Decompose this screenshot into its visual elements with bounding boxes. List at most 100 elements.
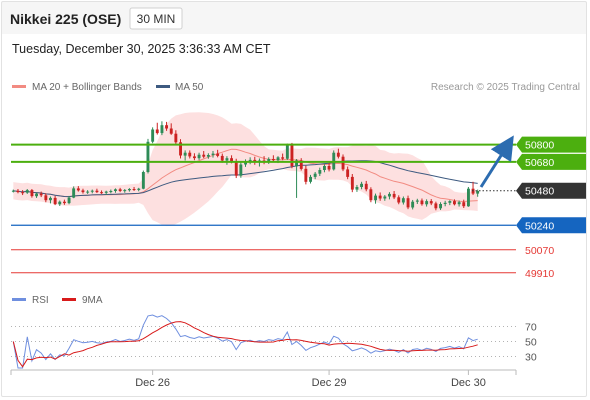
candle-body: [202, 154, 206, 157]
candle-body: [30, 190, 34, 197]
candle: [132, 186, 136, 192]
candle-body: [16, 190, 20, 193]
candle-body: [360, 183, 363, 187]
candle-body: [341, 156, 345, 170]
candle-body: [313, 173, 317, 177]
level-tag-50240: 50240: [516, 217, 586, 234]
rsi-panel: 70 50 30: [11, 314, 537, 369]
candle-body: [141, 172, 145, 189]
ma9-legend-swatch: [62, 298, 76, 301]
candle-body: [11, 190, 15, 192]
candle-body: [169, 128, 173, 134]
bollinger-band: [13, 112, 478, 227]
level-tag-50800: 50800: [516, 136, 586, 153]
candle: [401, 196, 405, 205]
candle-body: [383, 196, 387, 199]
candle-body: [290, 145, 294, 167]
levels-group: 50800 50680 50480 50240 50070 49910: [11, 136, 586, 280]
candle: [118, 187, 122, 193]
level-tag-50480: 50480: [516, 182, 586, 199]
candle-body: [49, 197, 52, 201]
candle-body: [90, 190, 94, 192]
candle-body: [183, 152, 187, 156]
candle-body: [165, 125, 168, 129]
candle: [304, 165, 308, 185]
candle: [123, 188, 127, 193]
candle: [476, 189, 480, 197]
candle-body: [197, 154, 201, 159]
level-tag-shape: [516, 136, 586, 153]
candle-body: [281, 157, 285, 159]
candle-body: [378, 195, 382, 199]
candle: [109, 189, 113, 194]
candle-body: [123, 190, 127, 192]
candle: [378, 192, 382, 201]
candle-body: [406, 198, 410, 208]
candle-body: [81, 190, 85, 193]
candle-body: [118, 189, 122, 191]
candle: [179, 139, 182, 159]
candle: [63, 199, 66, 205]
candle-body: [271, 159, 275, 161]
ma20-legend-label: MA 20 + Bollinger Bands: [32, 82, 142, 93]
candle: [318, 167, 322, 177]
candle-body: [415, 200, 419, 202]
candle-body: [350, 176, 354, 190]
candle: [350, 174, 354, 193]
candle: [193, 153, 196, 161]
candle: [169, 123, 173, 135]
candle-body: [248, 159, 252, 162]
x-tick-label: Dec 26: [135, 377, 170, 389]
candle: [434, 201, 438, 211]
candle: [225, 156, 229, 165]
candle-body: [285, 145, 289, 159]
candle-body: [100, 192, 103, 194]
candle-body: [462, 202, 466, 207]
x-tick-label: Dec 30: [451, 377, 486, 389]
candle-body: [137, 188, 141, 190]
candle: [174, 130, 178, 145]
candle: [327, 162, 331, 172]
candle: [165, 121, 168, 131]
candle-body: [109, 191, 113, 192]
candle-body: [230, 158, 233, 162]
candle-body: [299, 160, 303, 169]
candle: [332, 150, 336, 171]
candle: [197, 152, 201, 160]
candle-body: [234, 161, 238, 176]
rsi-legend-label: RSI: [32, 295, 49, 306]
candle: [188, 150, 192, 159]
candle-body: [336, 152, 340, 157]
candle-body: [304, 168, 308, 182]
candle-body: [95, 190, 99, 193]
candle: [281, 153, 285, 161]
candle: [346, 166, 350, 180]
level-label-49910: 49910: [525, 268, 554, 280]
candle-body: [309, 176, 312, 182]
candle: [369, 187, 373, 203]
candle: [72, 186, 76, 199]
ma50-legend-label: MA 50: [175, 82, 204, 93]
candle-body: [58, 201, 62, 205]
rsi-ma-line: [12, 321, 478, 368]
candle-body: [225, 158, 229, 161]
timeframe-badge[interactable]: [129, 7, 183, 30]
candle-body: [132, 189, 136, 190]
candle-body: [25, 190, 29, 193]
candle: [95, 188, 99, 194]
candle-body: [411, 201, 415, 208]
timeframe-label: 30 MIN: [137, 12, 176, 26]
candle: [355, 184, 359, 192]
header-band: [2, 2, 587, 34]
candle-body: [369, 189, 373, 201]
level-tag-shape: [516, 153, 586, 170]
candle-body: [44, 195, 48, 201]
candle: [415, 198, 419, 204]
candle: [81, 188, 85, 194]
candle-body: [457, 202, 461, 205]
candle-body: [388, 193, 391, 197]
candle: [443, 200, 447, 207]
candle: [360, 181, 363, 190]
candle-body: [193, 156, 196, 159]
candle-body: [443, 202, 447, 204]
